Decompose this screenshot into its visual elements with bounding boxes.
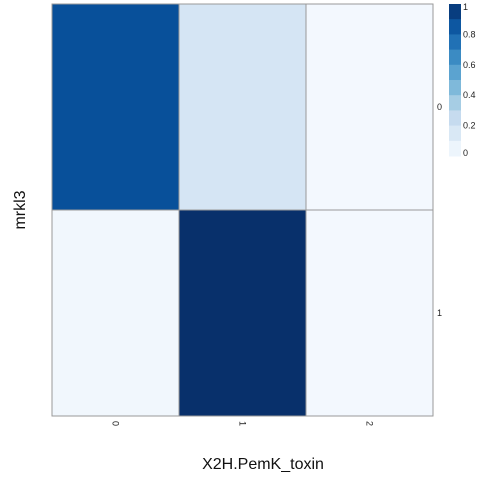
colorbar-tick-label: 0.2 bbox=[463, 121, 476, 131]
x-tick-label: 1 bbox=[238, 421, 248, 426]
colorbar-swatch bbox=[449, 110, 461, 127]
heatmap-cell-r0-c2 bbox=[305, 3, 434, 211]
y-axis-title: mrkl3 bbox=[12, 190, 29, 229]
colorbar-swatch bbox=[449, 140, 461, 157]
x-tick-labels: 0 1 2 bbox=[111, 421, 375, 426]
plot-frame bbox=[51, 3, 434, 417]
heatmap-cell-r0-c0 bbox=[51, 3, 180, 211]
y-tick-label: 0 bbox=[437, 102, 442, 112]
colorbar-swatch bbox=[449, 64, 461, 81]
colorbar-swatch bbox=[449, 4, 461, 20]
heatmap-cell-r1-c0 bbox=[51, 209, 180, 417]
heatmap-cell-r0-c1 bbox=[178, 3, 307, 211]
x-tick-label: 2 bbox=[365, 421, 375, 426]
colorbar-tick-label: 1 bbox=[463, 2, 468, 12]
colorbar-swatch bbox=[449, 80, 461, 96]
colorbar-tick-label: 0.6 bbox=[463, 60, 476, 70]
heatmap-cell-r1-c1 bbox=[178, 209, 307, 417]
colorbar: 0 0.2 0.4 0.6 0.8 1 bbox=[449, 2, 476, 158]
colorbar-swatch bbox=[449, 34, 461, 51]
colorbar-tick-label: 0.4 bbox=[463, 90, 476, 100]
colorbar-tick-label: 0.8 bbox=[463, 29, 476, 39]
colorbar-swatch bbox=[449, 19, 461, 35]
colorbar-swatch bbox=[449, 49, 461, 66]
colorbar-tick-label: 0 bbox=[463, 148, 468, 158]
y-tick-labels: 01 bbox=[437, 102, 442, 318]
y-tick-label: 1 bbox=[437, 308, 442, 318]
x-tick-label: 0 bbox=[111, 421, 121, 426]
heatmap-cell-r1-c2 bbox=[305, 209, 434, 417]
colorbar-swatch bbox=[449, 125, 461, 142]
x-axis-title: X2H.PemK_toxin bbox=[202, 456, 324, 473]
colorbar-swatch bbox=[449, 95, 461, 111]
heatmap-cells bbox=[51, 3, 434, 417]
